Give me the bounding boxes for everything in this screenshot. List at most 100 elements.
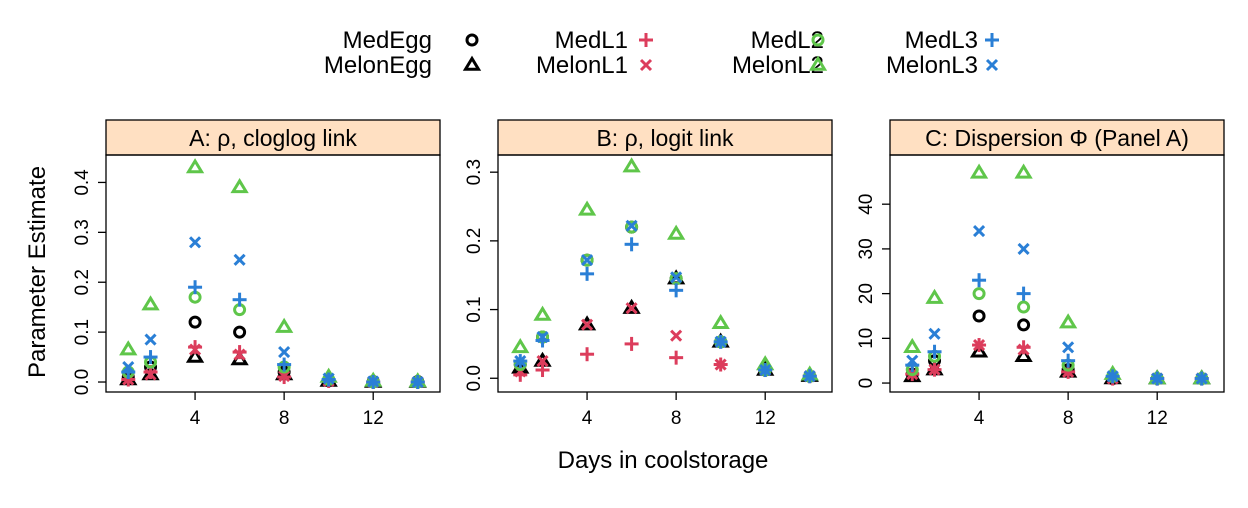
point-melonl2 [185, 158, 205, 174]
point-melonl3 [144, 333, 157, 346]
point-melonl3 [906, 354, 919, 367]
x-tick-label: 8 [671, 408, 682, 429]
y-tick-label: 30 [856, 238, 877, 259]
point-medl3 [1061, 353, 1076, 368]
x-tick-label: 4 [582, 408, 593, 429]
point-melonl3 [759, 363, 772, 377]
point-medegg [1017, 318, 1031, 332]
panel-strip [497, 119, 833, 156]
legend-label-medl1: MedL1 [555, 27, 628, 54]
y-tick-label: 0.2 [464, 228, 485, 254]
y-tick-label: 0.3 [464, 159, 485, 185]
series-medl2 [905, 287, 1209, 386]
point-melonl3 [189, 236, 202, 249]
point-melonl2 [903, 337, 922, 354]
point-melonegg [1014, 346, 1033, 362]
point-medegg [188, 315, 202, 329]
point-medl3 [972, 273, 987, 288]
panel-strip [889, 119, 1225, 156]
point-melonl2 [230, 178, 249, 194]
y-tick-label: 0.1 [464, 296, 485, 322]
series-medl3 [121, 280, 425, 390]
point-medl2 [972, 287, 986, 301]
point-melonl3 [581, 254, 594, 267]
point-medl3 [669, 283, 684, 298]
y-tick-label: 20 [856, 283, 877, 304]
legend-symbol-medl2 [811, 33, 825, 47]
x-tick-label: 12 [1147, 408, 1168, 429]
legend-symbol-melonegg [462, 55, 482, 71]
point-melonl3 [1151, 372, 1164, 385]
series-melonl3 [906, 224, 1208, 385]
legend-symbol-melonl1 [639, 58, 653, 72]
point-melonl1 [536, 355, 549, 368]
point-medl3 [580, 266, 595, 281]
point-medl3 [188, 280, 203, 295]
point-melonl2 [925, 288, 944, 304]
x-tick-label: 12 [755, 408, 776, 429]
point-melonl2 [711, 313, 730, 330]
point-medl1 [669, 350, 684, 365]
point-melonl2 [666, 224, 686, 240]
point-medl2 [625, 220, 639, 234]
point-melonl1 [928, 363, 941, 376]
point-melonl3 [973, 224, 986, 238]
series-medl2 [121, 290, 425, 389]
series-melonl2 [903, 163, 1211, 385]
point-melonl1 [625, 302, 638, 315]
y-tick-label: 0.4 [72, 169, 93, 196]
point-medl3 [624, 237, 639, 252]
legend-symbol-medl1 [639, 33, 653, 47]
point-melonl3 [233, 253, 246, 266]
point-melonl3 [1195, 372, 1208, 385]
series-melonl2 [511, 157, 819, 381]
y-tick-label: 0.2 [72, 269, 93, 295]
series-medl3 [905, 273, 1209, 386]
point-melonl3 [928, 327, 941, 340]
x-axis-label: Days in coolstorage [558, 447, 769, 474]
point-melonl1 [714, 358, 727, 371]
legend-symbol-medl3 [985, 33, 999, 47]
legend-symbol-melonl3 [985, 58, 999, 72]
legend-symbol-medegg [465, 33, 479, 47]
x-tick-label: 4 [974, 408, 985, 429]
point-medegg [233, 325, 247, 339]
point-melonl3 [411, 375, 424, 389]
point-medl3 [277, 357, 292, 372]
series-medl3 [513, 237, 817, 384]
point-melonl3 [1017, 242, 1030, 255]
y-tick-label: 10 [856, 328, 877, 349]
y-tick-label: 0.1 [72, 319, 93, 345]
x-tick-label: 8 [1063, 408, 1074, 429]
legend-label-melonl3: MelonL3 [886, 52, 978, 79]
panel-1: A: ρ, cloglog link 4 8 12 0.0 0.1 0.2 0.3 0.4 [72, 119, 441, 429]
point-medl2 [1017, 300, 1031, 314]
series-melonl3 [514, 219, 816, 383]
plot-area [889, 154, 1225, 393]
series-melonl2 [119, 158, 427, 388]
point-melonl3 [1106, 370, 1119, 383]
y-tick-label: 0.0 [464, 365, 485, 391]
point-melonl1 [189, 343, 202, 356]
point-melonl2 [119, 340, 138, 356]
point-medl3 [927, 344, 942, 359]
point-melonl1 [670, 329, 683, 342]
panels: A: ρ, cloglog link 4 8 12 0.0 0.1 0.2 0.3 0.4 B: … [72, 119, 1225, 429]
point-medl1 [1016, 340, 1031, 355]
point-melonl3 [670, 271, 683, 284]
x-tick-label: 8 [279, 408, 290, 429]
point-medl1 [535, 363, 550, 378]
plot-area [105, 154, 441, 393]
y-axis-label: Parameter Estimate [24, 166, 51, 378]
point-melonl2 [969, 163, 989, 179]
point-melonl1 [233, 348, 246, 361]
legend-label-melonl2: MelonL2 [732, 52, 824, 79]
point-melonl1 [973, 338, 986, 352]
y-tick-label: 40 [856, 194, 877, 215]
plot-area [497, 154, 833, 393]
series-medl2 [513, 220, 817, 383]
x-tick-label: 12 [363, 408, 384, 429]
x-tick-label: 4 [190, 408, 201, 429]
point-melonl3 [322, 372, 335, 385]
